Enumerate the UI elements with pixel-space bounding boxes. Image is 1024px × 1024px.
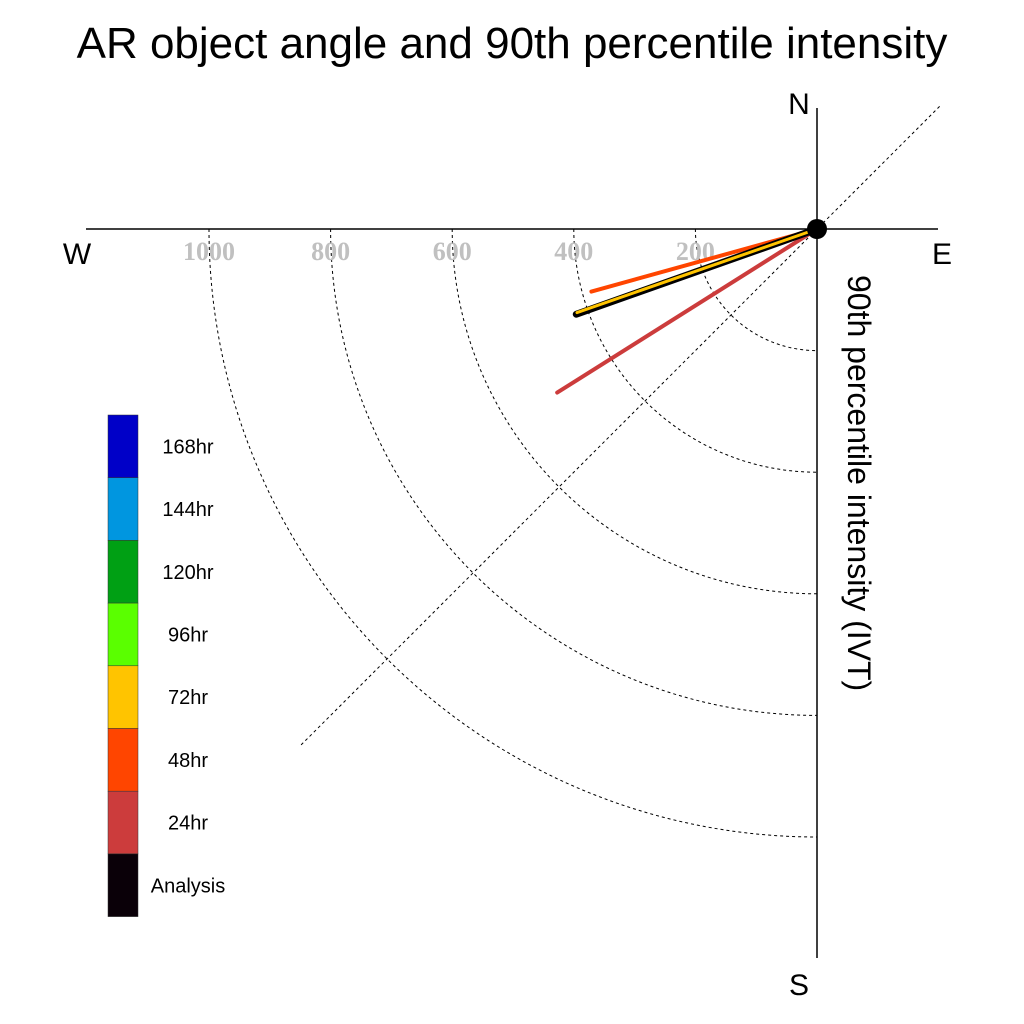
ring-arc-800 [330,228,818,716]
compass-south: S [789,969,809,1002]
ring-label-800: 800 [311,237,350,266]
ring-arc-400 [573,228,818,473]
ring-arc-1000 [208,228,818,838]
legend-swatch-analysis [107,853,139,917]
legend-label-120hr: 120hr [162,562,213,584]
y-axis-label: 90th percentile intensity (IVT) [841,275,877,691]
legend-swatch-48hr [107,728,139,792]
legend-label-analysis: Analysis [151,875,225,897]
vector-72hr [575,227,819,315]
legend-label-72hr: 72hr [168,687,208,709]
ring-label-400: 400 [554,237,593,266]
vectors [555,225,821,395]
chart-title: AR object angle and 90th percentile inte… [77,19,948,68]
legend-label-24hr: 24hr [168,813,208,835]
legend: 168hr 144hr 120hr 96hr 72hr 48hr 24hr Analysis [107,414,225,917]
grid [208,105,941,838]
legend-swatch-168hr [107,414,139,478]
legend-swatch-144hr [107,477,139,541]
ring-arc-600 [451,228,818,595]
legend-label-168hr: 168hr [162,436,213,458]
compass-north: N [788,88,810,121]
legend-swatch-72hr [107,665,139,729]
ring-arc-200 [694,228,818,352]
legend-label-144hr: 144hr [162,499,213,521]
diagonal-gridline [300,105,941,746]
legend-swatch-120hr [107,540,139,604]
ring-label-1000: 1000 [183,237,235,266]
ring-label-600: 600 [433,237,472,266]
legend-swatch-24hr [107,790,139,855]
vector-24hr [555,227,819,395]
legend-label-96hr: 96hr [168,624,208,646]
compass-west: W [63,238,92,271]
legend-label-48hr: 48hr [168,750,208,772]
legend-swatch-96hr [107,602,139,667]
compass-east: E [932,238,952,271]
origin-marker [807,219,827,239]
